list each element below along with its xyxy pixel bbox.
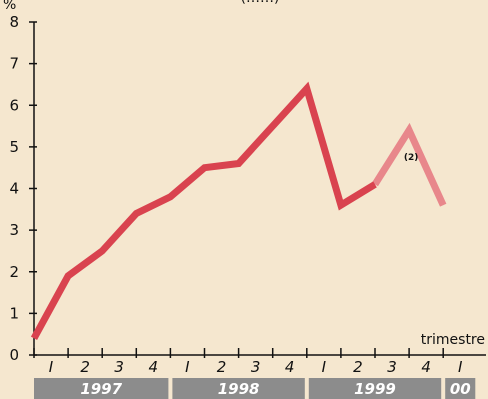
year-label: 1999 [354,380,396,398]
footnote-marker: (2) [404,153,419,163]
x-axis-ticks: I 2 3 4 I 2 3 4 I 2 3 4 I [33,348,463,376]
y-tick-label: 2 [9,263,19,281]
y-axis-unit-label: % [3,0,16,13]
year-label: 1998 [218,380,260,398]
x-tick-label: 2 [353,358,363,376]
y-tick-label: 3 [9,221,19,239]
y-tick-label: 8 [9,13,19,31]
year-block [34,378,169,399]
x-tick-label: I [322,358,327,376]
series-line-estimate [372,122,447,207]
y-tick-label: 4 [9,180,19,198]
y-tick-label: 5 [9,138,19,156]
series-line [30,81,377,341]
y-tick-label: 6 [9,96,19,114]
year-block [308,378,442,399]
x-tick-label: 4 [149,358,159,376]
year-label: 1997 [80,380,122,398]
y-tick-label: 1 [9,304,19,322]
x-axis-label: trimestre [421,332,485,348]
x-tick-label: I [49,358,54,376]
year-block [445,378,476,399]
y-tick-label: 7 [9,55,19,73]
x-tick-label: 4 [285,358,295,376]
x-tick-label: 2 [217,358,227,376]
chart-title: (……) [241,0,280,6]
y-axis-ticks: 0 1 2 3 4 5 6 7 8 [9,13,37,364]
year-block [172,378,305,399]
x-tick-label: 3 [251,358,261,376]
series-lines: (2) [30,81,447,341]
year-label: 00 [450,380,471,398]
x-tick-label: I [185,358,190,376]
y-tick-label: 0 [9,346,19,364]
x-tick-label: I [458,358,463,376]
x-tick-label: 2 [80,358,90,376]
x-tick-label: 4 [421,358,431,376]
x-tick-label: 3 [387,358,397,376]
year-band: 1997 1998 1999 00 [34,378,476,399]
x-tick-label: 3 [114,358,124,376]
